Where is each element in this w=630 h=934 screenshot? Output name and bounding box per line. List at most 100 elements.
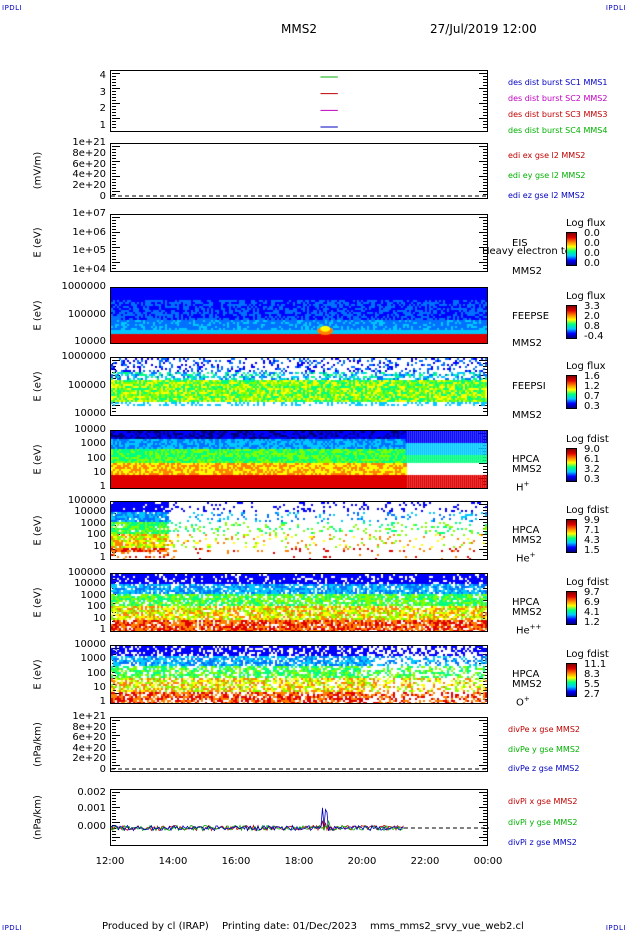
species-charge: +: [529, 551, 536, 559]
panel-burst: [110, 70, 488, 132]
spacecraft-label: MMS2: [512, 338, 542, 349]
legend-entry: divPe x gse MMS2: [508, 725, 580, 734]
legend-entry: edi ex gse l2 MMS2: [508, 151, 586, 160]
species-charge: +: [523, 695, 530, 703]
colorbar-tick: 1.6: [584, 371, 600, 382]
x-tick-label: 00:00: [473, 856, 503, 867]
colorbar-title: Log fdist: [566, 505, 609, 516]
y-tick-label: 8e+20: [72, 721, 106, 733]
panel-hpca-h: [110, 430, 488, 489]
x-tick-label: 18:00: [284, 856, 314, 867]
x-tick-label: 12:00: [95, 856, 125, 867]
panel-hpca-o: [110, 645, 488, 704]
y-tick-label: 10000: [74, 578, 106, 590]
legend-entry: divPi x gse MMS2: [508, 797, 578, 806]
spacecraft-label: MMS2: [512, 266, 542, 277]
colorbar-tick: -0.4: [584, 331, 604, 342]
y-tick-label: 100: [86, 667, 106, 679]
colorbar-tick: 0.0: [584, 258, 600, 269]
y-axis-label: (mV/m): [32, 151, 44, 190]
species-label: H+: [516, 480, 530, 494]
spacecraft-label: MMS2: [512, 679, 542, 690]
species-label: O+: [516, 695, 530, 709]
minor-ticks-left: [112, 720, 122, 771]
spectrogram-feepse: [111, 288, 487, 343]
colorbar-tick: 0.8: [584, 321, 600, 332]
minor-ticks-left: [112, 217, 122, 271]
colorbar-tick: 3.3: [584, 301, 600, 312]
legend-entry: des dist burst SC1 MMS1: [508, 78, 608, 87]
spectrogram-hpca-he: [111, 502, 487, 559]
y-tick-label: 100: [86, 452, 106, 464]
colorbar-tick: 1.2: [584, 381, 600, 392]
overlay-label: Heavy electron tof: [482, 246, 575, 257]
y-tick-label: 10: [93, 466, 106, 478]
header-date: 27/Jul/2019 12:00: [430, 22, 537, 36]
spectrogram-hpca-he2: [111, 574, 487, 631]
colorbar-tick: 0.0: [584, 228, 600, 239]
colorbar: [566, 448, 577, 482]
colorbar-tick: 4.3: [584, 535, 600, 546]
y-axis-label: E (eV): [32, 658, 44, 690]
colorbar-tick: 0.0: [584, 238, 600, 249]
colorbar-title: Log flux: [566, 218, 606, 229]
legend-entry: edi ez gse l2 MMS2: [508, 191, 585, 200]
y-tick-label: 8e+20: [72, 147, 106, 159]
y-tick-label: 1000000: [61, 281, 106, 292]
legend-entry: des dist burst SC3 MMS3: [508, 110, 608, 119]
spectrogram-hpca-o: [111, 646, 487, 703]
colorbar-tick: 4.1: [584, 607, 600, 618]
y-tick-label: 100000: [67, 379, 106, 391]
y-axis-label: E (eV): [32, 586, 44, 618]
species-charge: ++: [529, 623, 542, 631]
species-label: He++: [516, 623, 542, 637]
colorbar-tick: 6.9: [584, 597, 600, 608]
y-tick-label: 10: [93, 681, 106, 693]
y-tick-label: 1000: [80, 438, 106, 450]
minor-ticks-left: [112, 146, 122, 198]
divpi-lines: [111, 807, 489, 832]
instrument-label: FEEPSI: [512, 381, 546, 392]
y-tick-label: 1e+07: [72, 208, 106, 219]
spacecraft-label: MMS2: [512, 410, 542, 421]
colorbar-tick: 0.7: [584, 391, 600, 402]
colorbar-tick: 0.3: [584, 401, 600, 412]
footer-script: mms_mms2_srvy_vue_web2.cl: [370, 921, 524, 932]
panel-hpca-he2: [110, 573, 488, 632]
colorbar-tick: 0.0: [584, 248, 600, 259]
y-tick-label: 1: [99, 481, 106, 492]
colorbar-title: Log fdist: [566, 434, 609, 445]
y-tick-label: 10000: [74, 408, 106, 419]
y-tick-label: 4: [99, 70, 106, 81]
y-tick-label: 1e+06: [72, 226, 106, 238]
colorbar: [566, 305, 577, 339]
panel-edi: [110, 143, 489, 199]
colorbar-tick: 5.5: [584, 679, 600, 690]
footer-produced: Produced by cl (IRAP): [102, 921, 209, 932]
y-tick-label: 2: [99, 103, 106, 115]
y-tick-label: 100000: [67, 495, 106, 506]
minor-ticks-right: [477, 720, 487, 771]
colorbar-tick: 0.3: [584, 474, 600, 485]
colorbar-title: Log flux: [566, 361, 606, 372]
panel-eis: [110, 214, 488, 272]
burst-lines: [320, 76, 338, 128]
y-tick-label: 100000: [67, 308, 106, 320]
zero-line: [111, 195, 489, 197]
y-tick-label: 10000: [74, 506, 106, 518]
panel-divpi: [110, 789, 489, 846]
colorbar: [566, 591, 577, 625]
y-tick-label: 10000: [74, 424, 106, 435]
y-tick-label: 100: [86, 601, 106, 613]
colorbar-tick: 1.5: [584, 545, 600, 556]
legend-entry: divPe y gse MMS2: [508, 744, 580, 754]
spectrogram-hpca-h: [111, 431, 487, 488]
y-axis-label: E (eV): [32, 227, 44, 258]
colorbar-title: Log flux: [566, 291, 606, 302]
colorbar: [566, 663, 577, 697]
header-spacecraft: MMS2: [281, 22, 317, 36]
instrument-label: HPCA: [512, 669, 540, 680]
y-tick-label: 2e+20: [72, 753, 106, 765]
minor-ticks-right: [477, 792, 487, 845]
y-tick-label: 3: [99, 86, 106, 98]
